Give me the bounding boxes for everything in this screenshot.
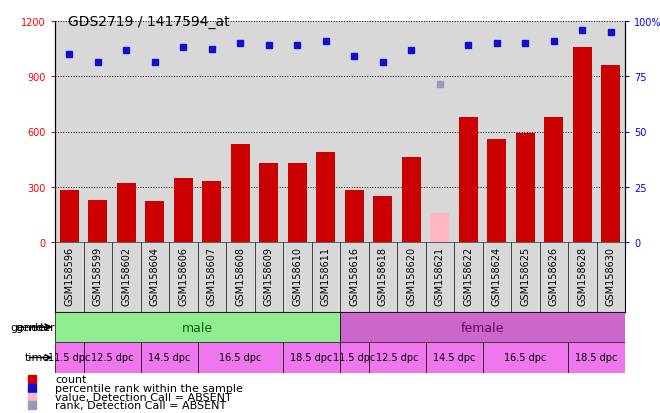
- Bar: [288, 164, 306, 242]
- Text: GSM158610: GSM158610: [292, 246, 302, 305]
- Bar: [84, 342, 141, 373]
- Bar: [402, 158, 420, 242]
- Bar: [345, 191, 364, 242]
- Text: value, Detection Call = ABSENT: value, Detection Call = ABSENT: [55, 392, 232, 402]
- Bar: [55, 342, 84, 373]
- Text: 16.5 dpc: 16.5 dpc: [219, 353, 261, 363]
- Text: GSM158616: GSM158616: [349, 246, 359, 305]
- Text: GSM158620: GSM158620: [407, 246, 416, 305]
- Bar: [511, 242, 539, 312]
- Text: time: time: [24, 353, 50, 363]
- Text: 14.5 dpc: 14.5 dpc: [433, 353, 475, 363]
- Text: GSM158621: GSM158621: [435, 246, 445, 305]
- Text: 12.5 dpc: 12.5 dpc: [91, 353, 133, 363]
- Bar: [88, 200, 107, 242]
- Text: GSM158606: GSM158606: [178, 246, 188, 305]
- Text: gender: gender: [11, 322, 50, 332]
- Text: male: male: [182, 321, 213, 334]
- Bar: [516, 134, 535, 242]
- Text: GSM158624: GSM158624: [492, 246, 502, 305]
- Text: GSM158602: GSM158602: [121, 246, 131, 305]
- Bar: [368, 342, 426, 373]
- Text: GSM158626: GSM158626: [548, 246, 559, 305]
- Bar: [482, 342, 568, 373]
- Text: 14.5 dpc: 14.5 dpc: [148, 353, 190, 363]
- Bar: [430, 213, 449, 242]
- Bar: [539, 242, 568, 312]
- Bar: [374, 197, 392, 242]
- Bar: [317, 152, 335, 242]
- Bar: [340, 242, 368, 312]
- Bar: [340, 342, 368, 373]
- Text: GSM158599: GSM158599: [93, 246, 103, 305]
- Text: female: female: [461, 321, 504, 334]
- Text: GDS2719 / 1417594_at: GDS2719 / 1417594_at: [68, 15, 230, 29]
- Bar: [573, 47, 591, 242]
- Bar: [231, 145, 249, 242]
- Bar: [597, 242, 625, 312]
- Text: 16.5 dpc: 16.5 dpc: [504, 353, 546, 363]
- Bar: [426, 242, 454, 312]
- Bar: [255, 242, 283, 312]
- Text: GSM158625: GSM158625: [520, 246, 530, 305]
- Bar: [426, 342, 482, 373]
- Text: 11.5 dpc: 11.5 dpc: [333, 353, 376, 363]
- Bar: [312, 242, 340, 312]
- Bar: [259, 164, 278, 242]
- Bar: [459, 117, 478, 242]
- Text: GSM158596: GSM158596: [64, 246, 74, 305]
- Text: GSM158618: GSM158618: [378, 246, 388, 305]
- Bar: [482, 242, 511, 312]
- Bar: [55, 242, 84, 312]
- Bar: [568, 242, 597, 312]
- Text: 12.5 dpc: 12.5 dpc: [376, 353, 418, 363]
- Bar: [226, 242, 255, 312]
- Bar: [112, 242, 141, 312]
- Text: rank, Detection Call = ABSENT: rank, Detection Call = ABSENT: [55, 400, 226, 410]
- Text: 18.5 dpc: 18.5 dpc: [290, 353, 333, 363]
- Text: gender: gender: [15, 322, 55, 332]
- Bar: [601, 66, 620, 242]
- Bar: [544, 117, 563, 242]
- Bar: [283, 242, 312, 312]
- Text: GSM158630: GSM158630: [606, 246, 616, 305]
- Bar: [488, 140, 506, 242]
- Bar: [203, 182, 221, 242]
- Text: GSM158608: GSM158608: [235, 246, 246, 305]
- Bar: [368, 242, 397, 312]
- Bar: [397, 242, 426, 312]
- Text: GSM158604: GSM158604: [150, 246, 160, 305]
- Text: GSM158622: GSM158622: [463, 246, 473, 305]
- Bar: [454, 242, 482, 312]
- Bar: [197, 342, 283, 373]
- Text: GSM158607: GSM158607: [207, 246, 216, 305]
- Bar: [55, 312, 340, 342]
- Text: GSM158611: GSM158611: [321, 246, 331, 305]
- Text: 11.5 dpc: 11.5 dpc: [48, 353, 90, 363]
- Bar: [174, 178, 193, 242]
- Bar: [141, 242, 169, 312]
- Text: percentile rank within the sample: percentile rank within the sample: [55, 383, 243, 393]
- Bar: [340, 312, 625, 342]
- Bar: [197, 242, 226, 312]
- Text: 18.5 dpc: 18.5 dpc: [576, 353, 618, 363]
- Bar: [145, 202, 164, 242]
- Text: GSM158628: GSM158628: [578, 246, 587, 305]
- Bar: [568, 342, 625, 373]
- Bar: [141, 342, 197, 373]
- Text: count: count: [55, 375, 86, 385]
- Bar: [84, 242, 112, 312]
- Text: GSM158609: GSM158609: [264, 246, 274, 305]
- Bar: [283, 342, 340, 373]
- Bar: [60, 190, 79, 242]
- Bar: [117, 184, 135, 242]
- Bar: [169, 242, 197, 312]
